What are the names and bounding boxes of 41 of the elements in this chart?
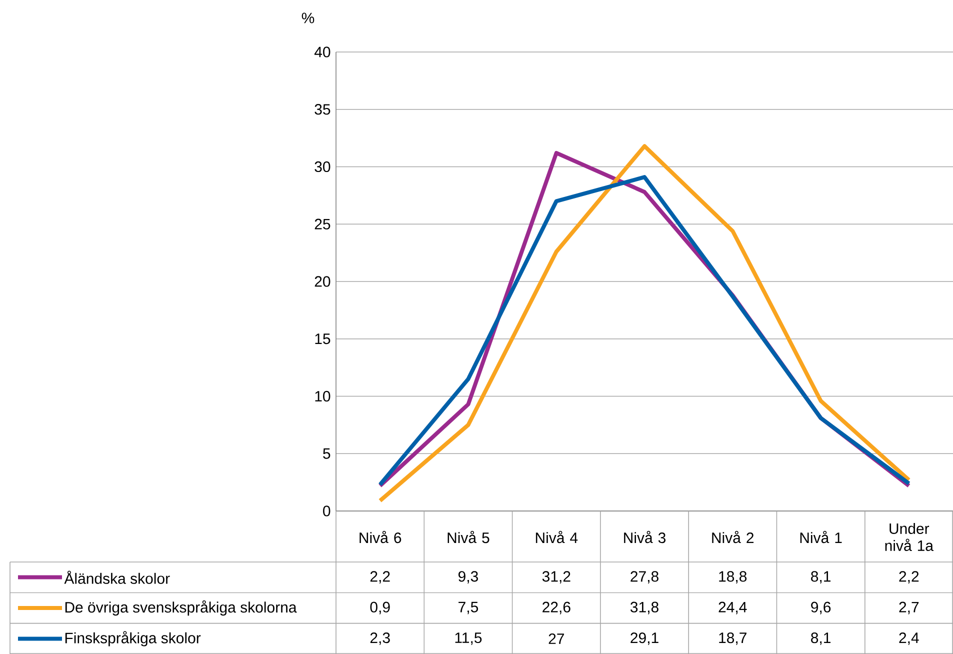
data-label: 22,6 xyxy=(542,602,570,614)
y-tick-label: 5 xyxy=(323,448,330,459)
data-label: 9,6 xyxy=(811,602,831,614)
y-tick-label: 0 xyxy=(323,506,330,516)
data-label: 9,3 xyxy=(458,571,478,584)
x-tick-label: Nivå 4 xyxy=(536,530,578,544)
data-label: 29,1 xyxy=(630,632,658,645)
y-axis-title: % xyxy=(302,12,314,24)
data-label: 11,5 xyxy=(455,632,482,645)
legend-label: Finskspråkiga skolor xyxy=(65,631,201,646)
x-tick-label: Under nivå 1a xyxy=(885,522,934,551)
x-tick-label: Nivå 3 xyxy=(624,530,666,544)
y-tick-label: 10 xyxy=(315,390,330,402)
y-tick-label: 40 xyxy=(314,46,330,58)
y-tick-label: 30 xyxy=(314,161,330,172)
data-label: 27,8 xyxy=(630,571,658,584)
x-tick-label: Nivå 5 xyxy=(448,530,490,544)
legend-label: Åländska skolor xyxy=(64,570,170,584)
data-label: 0,9 xyxy=(370,602,390,614)
x-tick-label: Nivå 6 xyxy=(360,530,402,544)
data-label: 8,1 xyxy=(811,632,830,645)
data-label: 31,8 xyxy=(630,602,658,614)
data-label: 8,1 xyxy=(811,571,830,584)
y-tick-label: 25 xyxy=(314,218,330,230)
data-label: 2,2 xyxy=(899,571,919,584)
data-label: 31,2 xyxy=(542,571,570,584)
x-tick-label: Nivå 1 xyxy=(800,530,842,544)
data-label: 18,8 xyxy=(719,571,747,584)
legend-label: De övriga svenskspråkiga skolorna xyxy=(65,600,297,616)
y-tick-label: 20 xyxy=(314,276,330,287)
data-label: 2,4 xyxy=(899,632,919,645)
data-label: 7,5 xyxy=(458,602,478,614)
data-label: 24,4 xyxy=(718,602,747,614)
data-label: 2,2 xyxy=(370,571,390,584)
data-label: 2,3 xyxy=(370,632,390,645)
x-tick-label: Nivå 2 xyxy=(712,530,754,544)
y-tick-label: 15 xyxy=(315,334,330,344)
data-label: 2,7 xyxy=(899,602,919,614)
data-label: 27 xyxy=(548,633,564,644)
y-tick-label: 35 xyxy=(314,104,330,115)
data-label: 18,7 xyxy=(719,632,746,645)
